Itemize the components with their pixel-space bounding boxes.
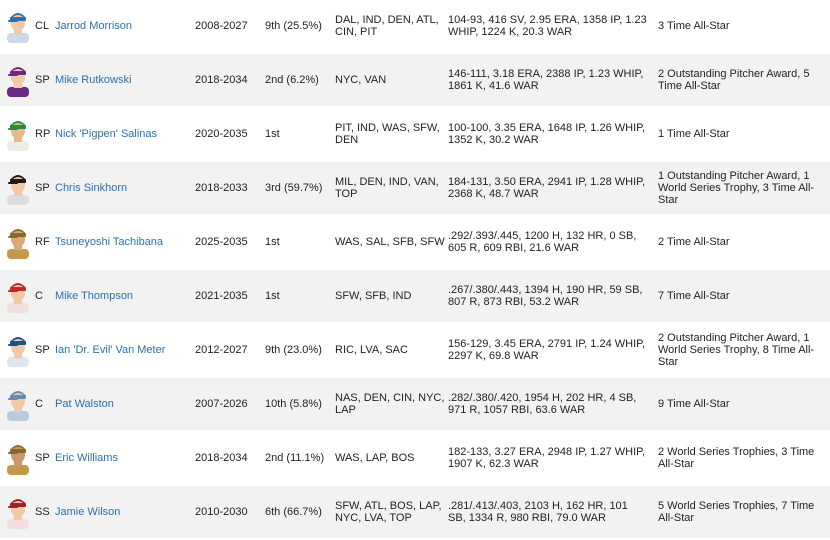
vote-result: 3rd (59.7%) <box>265 182 323 194</box>
player-name-link[interactable]: Jarrod Morrison <box>55 20 133 32</box>
career-stats: 182-133, 3.27 ERA, 2948 IP, 1.27 WHIP, 1… <box>448 446 646 470</box>
player-name-link[interactable]: Chris Sinkhorn <box>55 182 128 194</box>
player-name-link[interactable]: Ian 'Dr. Evil' Van Meter <box>55 344 166 356</box>
career-years: 2012-2027 <box>195 344 248 356</box>
position-label: SP <box>35 452 50 464</box>
vote-result: 6th (66.7%) <box>265 506 322 518</box>
position-label: SP <box>35 74 50 86</box>
player-avatar-icon <box>5 117 31 151</box>
player-avatar-icon <box>5 495 31 529</box>
vote-result: 2nd (11.1%) <box>265 452 325 464</box>
vote-result: 9th (23.0%) <box>265 344 322 356</box>
career-stats: .292/.393/.445, 1200 H, 132 HR, 0 SB, 60… <box>448 230 637 254</box>
position-label: SP <box>35 182 50 194</box>
teams-list: NYC, VAN <box>335 74 387 86</box>
player-avatar-icon <box>5 279 31 313</box>
awards-text: 2 Outstanding Pitcher Award, 5 Time All-… <box>658 68 810 92</box>
vote-result: 1st <box>265 128 280 140</box>
position-label: RF <box>35 236 50 248</box>
teams-list: WAS, SAL, SFB, SFW <box>335 236 445 248</box>
position-label: C <box>35 290 43 302</box>
player-name-link[interactable]: Eric Williams <box>55 452 118 464</box>
career-years: 2010-2030 <box>195 506 248 518</box>
awards-text: 3 Time All-Star <box>658 20 730 32</box>
career-years: 2018-2033 <box>195 182 248 194</box>
vote-result: 1st <box>265 290 280 302</box>
career-stats: .281/.413/.403, 2103 H, 162 HR, 101 SB, … <box>448 500 628 524</box>
awards-text: 7 Time All-Star <box>658 290 730 302</box>
vote-result: 1st <box>265 236 280 248</box>
awards-text: 2 Outstanding Pitcher Award, 1 World Ser… <box>658 332 815 368</box>
table-row: SS Jamie Wilson 2010-2030 6th (66.7%) SFW, A… <box>0 486 830 540</box>
career-years: 2021-2035 <box>195 290 248 302</box>
player-avatar-icon <box>5 171 31 205</box>
career-years: 2020-2035 <box>195 128 248 140</box>
career-years: 2025-2035 <box>195 236 248 248</box>
teams-list: DAL, IND, DEN, ATL, CIN, PIT <box>335 14 439 38</box>
player-name-link[interactable]: Nick 'Pigpen' Salinas <box>55 128 158 140</box>
player-name-link[interactable]: Tsuneyoshi Tachibana <box>55 236 164 248</box>
career-stats: 184-131, 3.50 ERA, 2941 IP, 1.28 WHIP, 2… <box>448 176 646 200</box>
vote-result: 2nd (6.2%) <box>265 74 319 86</box>
player-avatar-icon <box>5 441 31 475</box>
teams-list: SFW, ATL, BOS, LAP, NYC, LVA, TOP <box>335 500 442 524</box>
table-row: C Pat Walston 2007-2026 10th (5.8%) NAS, DEN… <box>0 378 830 432</box>
career-stats: 156-129, 3.45 ERA, 2791 IP, 1.24 WHIP, 2… <box>448 338 646 362</box>
player-avatar-icon <box>5 387 31 421</box>
player-avatar-icon <box>5 225 31 259</box>
career-stats: .267/.380/.443, 1394 H, 190 HR, 59 SB, 8… <box>448 284 643 308</box>
player-avatar-icon <box>5 333 31 367</box>
player-avatar-icon <box>5 9 31 43</box>
awards-text: 2 World Series Trophies, 3 Time All-Star <box>658 446 815 470</box>
player-avatar-icon <box>5 63 31 97</box>
awards-text: 1 Time All-Star <box>658 128 730 140</box>
table-row: CL Jarrod Morrison 2008-2027 9th (25.5%) DAL… <box>0 0 830 54</box>
career-years: 2007-2026 <box>195 398 248 410</box>
awards-text: 5 World Series Trophies, 7 Time All-Star <box>658 500 815 524</box>
career-stats: 100-100, 3.35 ERA, 1648 IP, 1.26 WHIP, 1… <box>448 122 646 146</box>
table-row: SP Chris Sinkhorn 2018-2033 3rd (59.7%) MIL,… <box>0 162 830 216</box>
table-row: SP Ian 'Dr. Evil' Van Meter 2012-2027 9th (… <box>0 324 830 378</box>
position-label: RP <box>35 128 51 140</box>
awards-text: 9 Time All-Star <box>658 398 730 410</box>
table-row: SP Eric Williams 2018-2034 2nd (11.1%) WAS, … <box>0 432 830 486</box>
vote-result: 10th (5.8%) <box>265 398 322 410</box>
player-name-link[interactable]: Mike Thompson <box>55 290 134 302</box>
career-years: 2018-2034 <box>195 74 248 86</box>
career-stats: .282/.380/.420, 1954 H, 202 HR, 4 SB, 97… <box>448 392 637 416</box>
position-label: CL <box>35 20 50 32</box>
table-row: RF Tsuneyoshi Tachibana 2025-2035 1st WAS, S… <box>0 216 830 270</box>
career-years: 2008-2027 <box>195 20 248 32</box>
position-label: SS <box>35 506 50 518</box>
awards-text: 1 Outstanding Pitcher Award, 1 World Ser… <box>658 170 815 206</box>
teams-list: SFW, SFB, IND <box>335 290 412 302</box>
position-label: SP <box>35 344 50 356</box>
teams-list: RIC, LVA, SAC <box>335 344 408 356</box>
career-stats: 104-93, 416 SV, 2.95 ERA, 1358 IP, 1.23 … <box>448 14 647 38</box>
career-years: 2018-2034 <box>195 452 248 464</box>
teams-list: MIL, DEN, IND, VAN, TOP <box>335 176 439 200</box>
table-row: C Mike Thompson 2021-2035 1st SFW, SFB, IND.… <box>0 270 830 324</box>
player-name-link[interactable]: Jamie Wilson <box>55 506 121 518</box>
career-stats: 146-111, 3.18 ERA, 2388 IP, 1.23 WHIP, 1… <box>448 68 644 92</box>
table-row: SP Mike Rutkowski 2018-2034 2nd (6.2%) NYC, … <box>0 54 830 108</box>
teams-list: NAS, DEN, CIN, NYC, LAP <box>335 392 445 416</box>
table-row: RP Nick 'Pigpen' Salinas 2020-2035 1st PIT, … <box>0 108 830 162</box>
vote-result: 9th (25.5%) <box>265 20 322 32</box>
teams-list: WAS, LAP, BOS <box>335 452 415 464</box>
player-name-link[interactable]: Pat Walston <box>55 398 114 410</box>
awards-text: 2 Time All-Star <box>658 236 730 248</box>
teams-list: PIT, IND, WAS, SFW, DEN <box>335 122 440 146</box>
position-label: C <box>35 398 43 410</box>
player-name-link[interactable]: Mike Rutkowski <box>55 74 132 86</box>
